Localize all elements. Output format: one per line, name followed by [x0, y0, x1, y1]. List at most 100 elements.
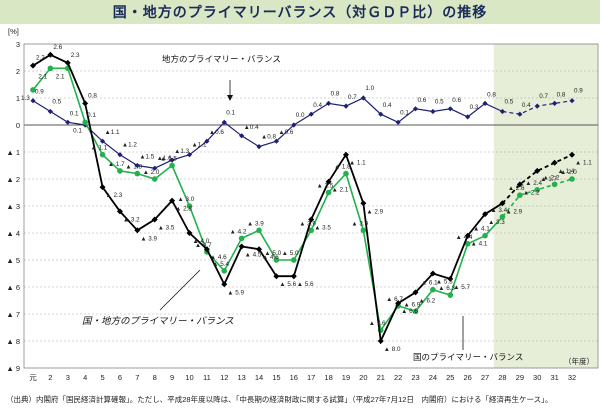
combined-data-label: 2.2 [36, 55, 45, 62]
national-point [308, 227, 314, 234]
combined-point [447, 275, 454, 282]
national-point [325, 189, 332, 196]
y-tick-label: ▲ 8 [6, 337, 20, 346]
plot-frame [23, 43, 599, 369]
national-point [447, 292, 454, 298]
combined-data-label: ▲ 5.6 [279, 281, 296, 288]
x-tick-label: 24 [429, 373, 437, 382]
combined-point [325, 178, 332, 185]
national-data-label: ▲ 3.0 [177, 196, 194, 203]
source-note: （出典）内閣府「国民経済計算確報」。ただし、平成28年度以降は、「中長期の経済財… [6, 395, 553, 404]
national-data-label: ▲ 1.1 [91, 145, 108, 152]
national-point [238, 235, 245, 242]
combined-data-label: ▲ 6.6 [401, 308, 418, 315]
local-point [186, 152, 193, 158]
y-tick-label: ▲ 1 [6, 148, 20, 157]
national-point [82, 119, 88, 126]
national-point [482, 232, 488, 239]
x-tick-label: 3 [66, 373, 70, 382]
local-data-label: 0.9 [574, 88, 583, 95]
combined-point [256, 246, 263, 253]
combined-point [429, 270, 436, 277]
local-point [517, 111, 523, 117]
national-point [517, 192, 523, 198]
national-data-label: ▲ 6.1 [421, 280, 438, 287]
local-series-line [32, 97, 503, 169]
combined-data-label: ▲ 2.8 [175, 206, 192, 213]
local-data-label: 0.8 [557, 91, 566, 98]
national-data-label: ▲ 1.7 [108, 161, 125, 168]
local-point [482, 100, 488, 106]
x-tick-label: 19 [342, 373, 350, 382]
national-point [117, 168, 123, 174]
combined-data-label: ▲ 1.1 [575, 160, 592, 167]
national-point [134, 170, 141, 177]
combined-point [516, 181, 523, 188]
local-point [308, 111, 314, 117]
national-point [464, 241, 471, 247]
y-tick-label: ▲ 2 [6, 175, 20, 184]
national-point [534, 187, 541, 193]
combined-point [82, 100, 89, 107]
x-tick-label: 18 [324, 373, 332, 382]
national-data-label: ▲ 1.5 [160, 156, 177, 163]
national-point [430, 286, 436, 293]
x-tick-label: 12 [220, 373, 228, 382]
national-data-label: ▲ 2.5 [317, 183, 334, 190]
local-point [395, 119, 401, 125]
national-data-label: ▲ 4.7 [195, 242, 212, 249]
x-tick-label: 6 [118, 373, 122, 382]
local-point [325, 100, 332, 106]
combined-data-label: ▲ 2.9 [505, 208, 522, 215]
national-data-label: ▲ 2.0 [560, 169, 577, 176]
local-point [291, 122, 297, 128]
local-data-label: 1.0 [365, 85, 374, 92]
national-data-label: ▲ 3.9 [299, 220, 316, 227]
x-tick-label: 29 [516, 373, 524, 382]
national-point [499, 214, 506, 220]
local-data-label: ▲0.6 [278, 129, 293, 136]
combined-point [64, 59, 71, 66]
combined-point [99, 184, 106, 191]
x-tick-label: 9 [170, 373, 174, 382]
national-point [151, 176, 158, 182]
combined-point [238, 243, 245, 250]
local-point [343, 103, 349, 109]
y-tick-label: 3 [16, 40, 20, 49]
national-data-label: ▲ 4.4 [456, 234, 473, 241]
national-series-line [32, 67, 504, 333]
local-point [134, 162, 140, 169]
combined-data-label: ▲ 8.0 [384, 346, 401, 353]
annotation-local-arrowhead [227, 95, 233, 101]
combined-data-label: ▲ 5.7 [453, 284, 470, 291]
national-data-label: ▲ 2.0 [143, 169, 160, 176]
combined-point [186, 230, 193, 236]
x-axis-year-label: （年度） [564, 356, 594, 366]
national-data-label: 2.1 [56, 73, 65, 80]
x-tick-label: 7 [135, 373, 139, 382]
local-data-label: 0.9 [35, 89, 44, 96]
combined-point [569, 151, 575, 158]
national-data-label: ▲ 4.1 [473, 226, 490, 233]
local-data-label: ▲1.3 [174, 148, 189, 155]
x-tick-label: 25 [446, 373, 454, 382]
national-point [569, 176, 575, 182]
local-point [204, 138, 210, 144]
combined-data-label: ▲ 3.2 [123, 216, 140, 223]
national-data-label: ▲ 5.0 [264, 250, 281, 257]
national-point [273, 257, 280, 263]
combined-data-label: ▲ 5.9 [227, 289, 244, 296]
local-data-label: 0.5 [504, 99, 513, 106]
combined-data-label: ▲ 3.9 [140, 235, 157, 242]
national-point [221, 268, 228, 274]
combined-point [169, 197, 176, 204]
national-point [99, 151, 106, 158]
national-point [412, 308, 419, 315]
combined-point [551, 159, 558, 166]
local-data-label: 0.3 [470, 104, 479, 111]
combined-point [395, 300, 402, 307]
chart-title: 国・地方のプライマリーバランス（対ＧＤＰ比）の推移 [112, 4, 488, 20]
combined-data-label: ▲ 4.1 [471, 241, 488, 248]
combined-point [412, 289, 419, 296]
national-data-label: ▲ 5.4 [212, 261, 229, 268]
